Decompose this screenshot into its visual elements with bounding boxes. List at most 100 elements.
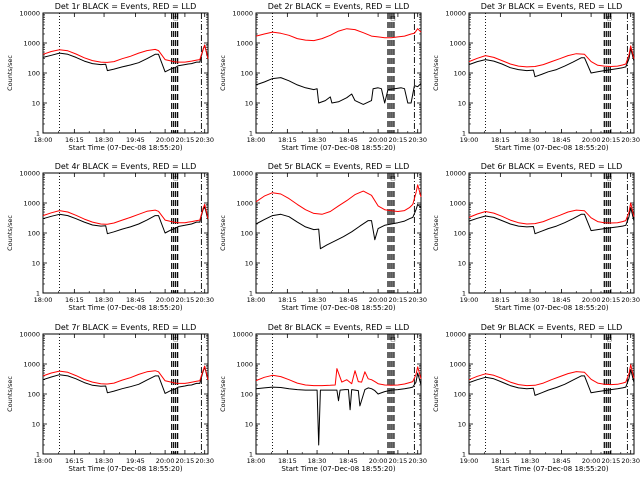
- y-tick-label: 10000: [445, 10, 466, 18]
- y-tick-label: 10: [32, 421, 40, 429]
- y-tick-label: 1: [36, 451, 40, 459]
- panel-title: Det 4r BLACK = Events, RED = LLD: [55, 162, 197, 171]
- y-axis-label: Counts/sec: [6, 215, 14, 251]
- y-axis-label: Counts/sec: [219, 215, 227, 251]
- x-tick-label: 20:30: [621, 296, 640, 304]
- series-line-lld: [42, 365, 209, 385]
- x-axis-label: Start Time (07-Dec-08 18:55:20): [68, 304, 182, 312]
- y-tick-label: 10: [245, 260, 253, 268]
- y-tick-label: 10: [458, 260, 466, 268]
- x-tick-label: 20:00: [156, 136, 175, 144]
- x-tick-label: 20:30: [195, 457, 214, 465]
- y-tick-label: 10000: [19, 10, 40, 18]
- panel-title: Det 9r BLACK = Events, RED = LLD: [481, 323, 623, 332]
- x-tick-label: 19:00: [460, 296, 479, 304]
- y-tick-label: 100: [241, 70, 253, 78]
- y-tick-label: 1000: [449, 361, 466, 369]
- panel-title: Det 6r BLACK = Events, RED = LLD: [481, 162, 623, 171]
- y-axis-label: Counts/sec: [432, 376, 440, 412]
- y-tick-label: 100: [241, 391, 253, 399]
- series-line-events: [42, 206, 209, 235]
- series-line-events: [255, 203, 422, 250]
- y-tick-label: 10: [458, 421, 466, 429]
- y-tick-label: 1000: [236, 40, 253, 48]
- x-tick-label: 20:00: [582, 136, 601, 144]
- panel-title: Det 5r BLACK = Events, RED = LLD: [268, 162, 410, 171]
- y-tick-label: 10000: [232, 170, 253, 178]
- y-tick-label: 10000: [445, 170, 466, 178]
- x-tick-label: 20:15: [602, 136, 621, 144]
- x-tick-label: 18:30: [95, 457, 114, 465]
- x-tick-label: 18:15: [278, 457, 297, 465]
- x-tick-label: 18:45: [126, 296, 145, 304]
- series-line-lld: [468, 364, 635, 387]
- x-tick-label: 20:15: [389, 136, 408, 144]
- top-marker-label: ◻: [390, 335, 395, 343]
- y-tick-label: 10000: [232, 331, 253, 339]
- x-tick-label: 19:00: [460, 457, 479, 465]
- y-tick-label: 10: [32, 260, 40, 268]
- y-tick-label: 10000: [445, 331, 466, 339]
- series-line-lld: [42, 44, 209, 63]
- y-tick-label: 1000: [449, 40, 466, 48]
- x-tick-label: 18:30: [521, 136, 540, 144]
- x-tick-label: 18:30: [95, 136, 114, 144]
- y-tick-label: 10: [32, 100, 40, 108]
- x-tick-label: 16:15: [65, 136, 84, 144]
- y-tick-label: 10: [245, 100, 253, 108]
- x-tick-label: 18:00: [247, 457, 266, 465]
- x-tick-label: 18:15: [278, 296, 297, 304]
- y-tick-label: 1: [249, 130, 253, 138]
- x-tick-label: 20:00: [156, 296, 175, 304]
- series-line-lld: [468, 202, 635, 225]
- x-tick-label: 20:30: [408, 296, 427, 304]
- series-line-lld: [468, 45, 635, 68]
- y-tick-label: 1: [462, 290, 466, 298]
- x-tick-label: 18:15: [491, 457, 510, 465]
- series-line-events: [468, 48, 635, 78]
- series-line-events: [42, 44, 209, 73]
- y-tick-label: 10000: [19, 331, 40, 339]
- x-tick-label: 20:15: [389, 457, 408, 465]
- y-tick-label: 1: [36, 130, 40, 138]
- y-axis-label: Counts/sec: [432, 55, 440, 91]
- panel-6: Det 6r BLACK = Events, RED = LLD 1 10 100 10…: [432, 162, 640, 312]
- top-marker-label: ◻: [173, 335, 178, 343]
- y-axis-label: Counts/sec: [6, 376, 14, 412]
- y-tick-label: 100: [241, 230, 253, 238]
- y-axis-label: Counts/sec: [219, 55, 227, 91]
- x-tick-label: 20:00: [582, 457, 601, 465]
- x-tick-label: 18:15: [491, 136, 510, 144]
- x-tick-label: 20:00: [369, 457, 388, 465]
- y-tick-label: 1: [36, 290, 40, 298]
- x-tick-label: 18:45: [552, 457, 571, 465]
- plot-frame: [42, 333, 209, 455]
- x-tick-label: 18:00: [34, 296, 53, 304]
- x-axis-label: Start Time (07-Dec-08 18:55:20): [281, 465, 395, 473]
- x-tick-label: 20:30: [195, 136, 214, 144]
- panel-2: Det 2r BLACK = Events, RED = LLD 1 10 100 10…: [219, 2, 427, 152]
- panel-5: Det 5r BLACK = Events, RED = LLD 1 10 100 10…: [219, 162, 427, 312]
- y-tick-label: 1: [462, 451, 466, 459]
- x-tick-label: 19:45: [126, 136, 145, 144]
- y-tick-label: 1: [249, 451, 253, 459]
- x-tick-label: 18:45: [339, 296, 358, 304]
- plot-frame: [468, 172, 635, 294]
- x-axis-label: Start Time (07-Dec-08 18:55:20): [281, 144, 395, 152]
- x-tick-label: 20:00: [369, 296, 388, 304]
- top-marker-label: ◻: [390, 14, 395, 22]
- x-tick-label: 18:45: [552, 136, 571, 144]
- x-axis-label: Start Time (07-Dec-08 18:55:20): [281, 304, 395, 312]
- x-tick-label: 20:30: [408, 457, 427, 465]
- y-tick-label: 1000: [449, 200, 466, 208]
- x-tick-label: 18:15: [491, 296, 510, 304]
- x-tick-label: 20:15: [389, 296, 408, 304]
- x-tick-label: 20:15: [176, 457, 195, 465]
- x-tick-label: 20:15: [602, 457, 621, 465]
- x-tick-label: 20:00: [369, 136, 388, 144]
- x-tick-label: 18:30: [95, 296, 114, 304]
- panel-9: Det 9r BLACK = Events, RED = LLD 1 10 100 10…: [432, 323, 640, 473]
- x-tick-label: 18:30: [521, 457, 540, 465]
- x-tick-label: 18:00: [34, 136, 53, 144]
- panel-title: Det 1r BLACK = Events, RED = LLD: [55, 2, 197, 11]
